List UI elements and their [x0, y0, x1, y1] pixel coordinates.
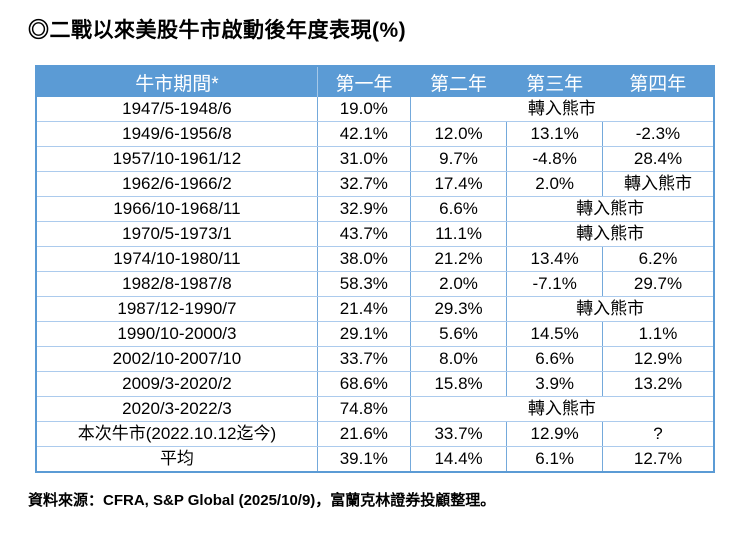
value-cell: 3.9%: [506, 371, 603, 397]
table-row: 1974/10-1980/11 38.0% 21.2% 13.4% 6.2%: [35, 246, 715, 272]
value-cell: 19.0%: [316, 97, 411, 122]
value-cell: 29.3%: [409, 296, 508, 322]
period-cell: 2002/10-2007/10: [35, 346, 318, 372]
value-cell: 6.2%: [601, 246, 715, 272]
value-cell: 14.4%: [409, 446, 508, 473]
table-row: 2002/10-2007/10 33.7% 8.0% 6.6% 12.9%: [35, 346, 715, 372]
value-cell: 12.9%: [506, 421, 603, 447]
value-cell: -4.8%: [506, 146, 603, 172]
value-cell: 21.2%: [409, 246, 508, 272]
table-row: 1962/6-1966/2 32.7% 17.4% 2.0% 轉入熊市: [35, 171, 715, 197]
value-cell: -2.3%: [601, 121, 715, 147]
value-cell: 33.7%: [316, 346, 411, 372]
value-cell: 14.5%: [506, 321, 603, 347]
table-row: 2009/3-2020/2 68.6% 15.8% 3.9% 13.2%: [35, 371, 715, 397]
value-cell: -7.1%: [506, 271, 603, 297]
value-cell: 6.1%: [506, 446, 603, 473]
value-cell: 6.6%: [506, 346, 603, 372]
period-cell: 本次牛市(2022.10.12迄今): [35, 421, 318, 447]
period-cell: 2020/3-2022/3: [35, 396, 318, 422]
table-row: 1987/12-1990/7 21.4% 29.3% 轉入熊市: [35, 296, 715, 322]
col-header-year1: 第一年: [317, 66, 411, 97]
value-cell: 43.7%: [316, 221, 411, 247]
value-cell: 5.6%: [409, 321, 508, 347]
value-cell: ?: [601, 421, 715, 447]
table-header-row: 牛市期間* 第一年 第二年 第三年 第四年: [36, 66, 714, 97]
value-cell: 13.1%: [506, 121, 603, 147]
value-cell: 13.2%: [601, 371, 715, 397]
value-cell: 28.4%: [601, 146, 715, 172]
col-header-year3: 第三年: [506, 66, 603, 97]
value-cell: 2.0%: [409, 271, 508, 297]
table-row: 1966/10-1968/11 32.9% 6.6% 轉入熊市: [35, 196, 715, 222]
value-cell: 12.9%: [601, 346, 715, 372]
value-cell: 39.1%: [316, 446, 411, 473]
period-cell: 平均: [35, 446, 318, 473]
value-cell: 42.1%: [316, 121, 411, 147]
table-row: 1947/5-1948/6 19.0% 轉入熊市: [35, 97, 715, 122]
period-cell: 1947/5-1948/6: [35, 97, 318, 122]
value-cell: 2.0%: [506, 171, 603, 197]
period-cell: 1957/10-1961/12: [35, 146, 318, 172]
period-cell: 1987/12-1990/7: [35, 296, 318, 322]
period-cell: 1966/10-1968/11: [35, 196, 318, 222]
bear-market-cell: 轉入熊市: [409, 97, 715, 122]
table-row: 1970/5-1973/1 43.7% 11.1% 轉入熊市: [35, 221, 715, 247]
value-cell: 12.7%: [601, 446, 715, 473]
table-row: 1957/10-1961/12 31.0% 9.7% -4.8% 28.4%: [35, 146, 715, 172]
period-cell: 1974/10-1980/11: [35, 246, 318, 272]
period-cell: 1949/6-1956/8: [35, 121, 318, 147]
value-cell: 17.4%: [409, 171, 508, 197]
col-header-year2: 第二年: [410, 66, 507, 97]
table-row: 平均 39.1% 14.4% 6.1% 12.7%: [35, 446, 715, 473]
bear-market-cell: 轉入熊市: [506, 296, 715, 322]
period-cell: 1970/5-1973/1: [35, 221, 318, 247]
value-cell: 32.9%: [316, 196, 411, 222]
value-cell: 31.0%: [316, 146, 411, 172]
value-cell: 33.7%: [409, 421, 508, 447]
table-row: 1949/6-1956/8 42.1% 12.0% 13.1% -2.3%: [35, 121, 715, 147]
value-cell: 15.8%: [409, 371, 508, 397]
page-title: ◎二戰以來美股牛市啟動後年度表現(%): [28, 14, 750, 44]
value-cell: 21.4%: [316, 296, 411, 322]
col-header-year4: 第四年: [602, 66, 714, 97]
bear-market-cell: 轉入熊市: [409, 396, 715, 422]
value-cell: 12.0%: [409, 121, 508, 147]
col-header-bull-period: 牛市期間*: [36, 66, 318, 97]
period-cell: 2009/3-2020/2: [35, 371, 318, 397]
value-cell: 6.6%: [409, 196, 508, 222]
table-row: 本次牛市(2022.10.12迄今) 21.6% 33.7% 12.9%?: [35, 421, 715, 447]
bear-market-cell: 轉入熊市: [506, 221, 715, 247]
source-note: 資料來源：CFRA, S&P Global (2025/10/9)，富蘭克林證券…: [28, 492, 496, 509]
period-cell: 1990/10-2000/3: [35, 321, 318, 347]
bull-market-performance-table: 牛市期間* 第一年 第二年 第三年 第四年 1947/5-1948/6 19.0%…: [35, 65, 715, 473]
value-cell: 21.6%: [316, 421, 411, 447]
value-cell: 8.0%: [409, 346, 508, 372]
period-cell: 1962/6-1966/2: [35, 171, 318, 197]
value-cell: 32.7%: [316, 171, 411, 197]
bear-market-cell: 轉入熊市: [601, 171, 715, 197]
value-cell: 38.0%: [316, 246, 411, 272]
value-cell: 68.6%: [316, 371, 411, 397]
value-cell: 11.1%: [409, 221, 508, 247]
value-cell: 58.3%: [316, 271, 411, 297]
bear-market-cell: 轉入熊市: [506, 196, 715, 222]
title-bullet-icon: ◎: [28, 19, 50, 42]
value-cell: 74.8%: [316, 396, 411, 422]
table-row: 2020/3-2022/3 74.8% 轉入熊市: [35, 396, 715, 422]
table-row: 1982/8-1987/8 58.3% 2.0% -7.1% 29.7%: [35, 271, 715, 297]
table-container: 牛市期間* 第一年 第二年 第三年 第四年 1947/5-1948/6 19.0%…: [35, 65, 715, 473]
table-row: 1990/10-2000/3 29.1% 5.6% 14.5% 1.1%: [35, 321, 715, 347]
value-cell: 13.4%: [506, 246, 603, 272]
period-cell: 1982/8-1987/8: [35, 271, 318, 297]
value-cell: 1.1%: [601, 321, 715, 347]
value-cell: 9.7%: [409, 146, 508, 172]
value-cell: 29.7%: [601, 271, 715, 297]
value-cell: 29.1%: [316, 321, 411, 347]
page-title-text: 二戰以來美股牛市啟動後年度表現(%): [49, 19, 407, 42]
